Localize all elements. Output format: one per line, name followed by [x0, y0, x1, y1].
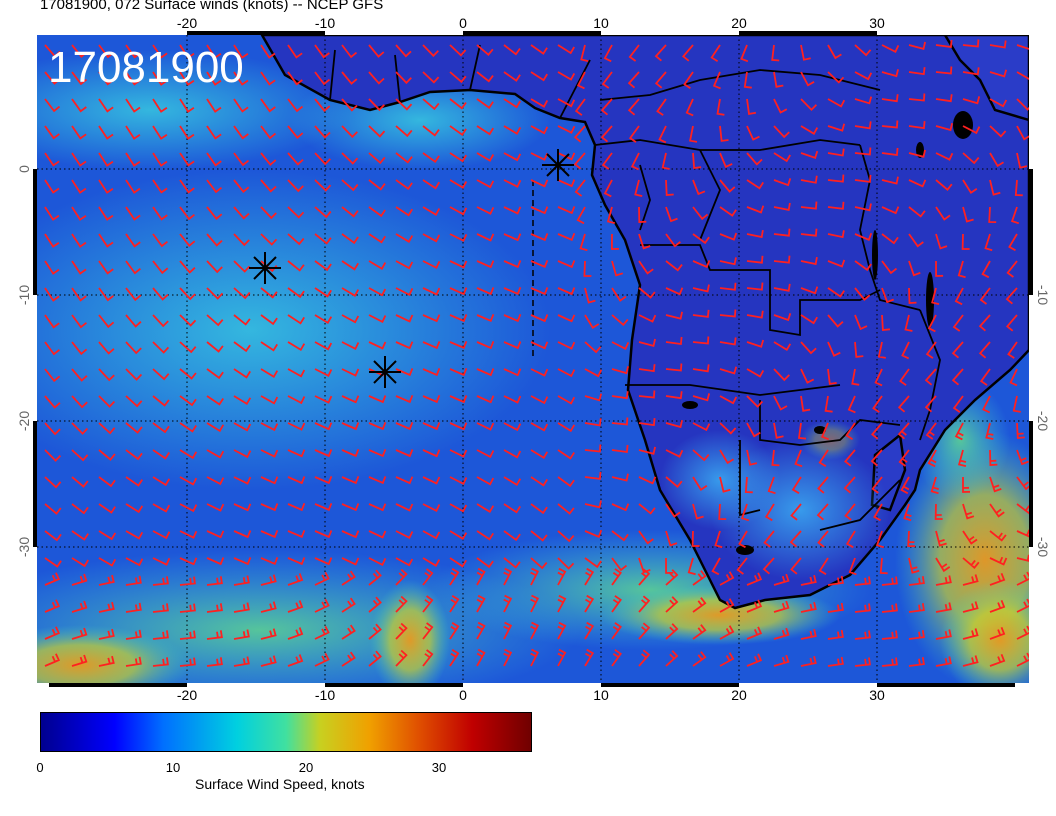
- colorbar-tick: 30: [431, 760, 447, 775]
- svg-text:-20: -20: [177, 687, 197, 700]
- svg-text:-20: -20: [16, 411, 32, 431]
- colorbar: [40, 712, 532, 752]
- svg-text:-20: -20: [1035, 411, 1051, 431]
- longitude-labels-bottom: -20 -10 0 10 20 30: [177, 687, 885, 700]
- latitude-labels-left: 0 -10 -20 -30: [16, 165, 32, 557]
- wind-barbs: [44, 39, 1029, 667]
- svg-text:0: 0: [459, 687, 467, 700]
- svg-text:20: 20: [731, 687, 747, 700]
- wind-map: 17081900 -20 -10 0 10 20 30 -20 -10 0 10…: [16, 15, 1051, 700]
- svg-text:30: 30: [869, 15, 885, 31]
- date-stamp: 17081900: [48, 43, 244, 92]
- map-title: 17081900, 072 Surface winds (knots) -- N…: [40, 0, 384, 13]
- station-markers: [249, 149, 574, 388]
- svg-text:-10: -10: [315, 15, 335, 31]
- wind-barb-field: [44, 39, 1029, 667]
- svg-text:-30: -30: [16, 537, 32, 557]
- border-ticks: [33, 31, 1033, 687]
- country-borders: [329, 44, 941, 531]
- svg-text:0: 0: [459, 15, 467, 31]
- colorbar-label: Surface Wind Speed, knots: [195, 776, 365, 792]
- longitude-labels-top: -20 -10 0 10 20 30: [177, 15, 885, 31]
- svg-text:30: 30: [869, 687, 885, 700]
- colorbar-tick: 20: [298, 760, 314, 775]
- marker-asterisk: [369, 356, 401, 388]
- svg-text:-10: -10: [16, 285, 32, 305]
- svg-text:0: 0: [16, 165, 32, 173]
- svg-text:10: 10: [593, 15, 609, 31]
- marker-asterisk: [542, 149, 574, 181]
- svg-text:20: 20: [731, 15, 747, 31]
- colorbar-gradient: [40, 712, 532, 752]
- svg-text:10: 10: [593, 687, 609, 700]
- colorbar-tick: 0: [36, 760, 44, 775]
- colorbar-tick: 10: [165, 760, 181, 775]
- svg-text:-10: -10: [315, 687, 335, 700]
- marker-asterisk: [249, 252, 281, 284]
- trade-wind-zone: [37, 170, 550, 490]
- svg-text:-30: -30: [1035, 537, 1051, 557]
- svg-text:-20: -20: [177, 15, 197, 31]
- svg-text:-10: -10: [1035, 285, 1051, 305]
- latitude-labels-right: -10 -20 -30: [1035, 285, 1051, 557]
